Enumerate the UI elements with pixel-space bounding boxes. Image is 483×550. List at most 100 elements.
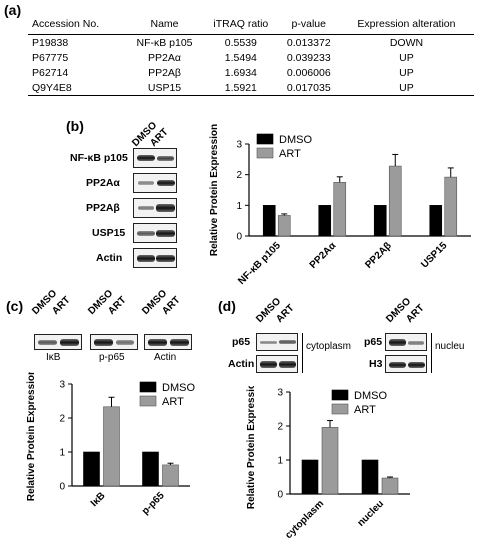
bar-dmso bbox=[429, 205, 443, 237]
bar-art bbox=[381, 477, 399, 495]
legend-swatch bbox=[331, 389, 349, 401]
y-axis-label: Relative Protein Expression bbox=[26, 372, 37, 501]
table-cell: PP2Aα bbox=[148, 51, 181, 64]
y-tick-label: 1 bbox=[236, 201, 242, 212]
bar-dmso bbox=[373, 205, 387, 237]
blot-label: Actin bbox=[154, 352, 177, 363]
y-tick-label: 3 bbox=[236, 140, 242, 151]
table-header: Name bbox=[125, 14, 204, 35]
panel-label-b: (b) bbox=[66, 118, 84, 134]
bar-art bbox=[162, 464, 179, 487]
bar-art bbox=[103, 406, 120, 487]
blot-label: NF-κB p105 bbox=[70, 152, 128, 164]
y-tick-label: 0 bbox=[277, 490, 283, 501]
table-cell: UP bbox=[338, 80, 474, 96]
table-row: P67775 PP2Aα 1.5494 0.039233 UP bbox=[28, 50, 474, 65]
bracket-line bbox=[431, 333, 432, 373]
bar-dmso bbox=[142, 451, 159, 487]
blot-label: nucleu bbox=[435, 341, 465, 352]
bar-dmso bbox=[361, 459, 379, 495]
panel-label-c: (c) bbox=[6, 298, 24, 314]
y-tick-label: 0 bbox=[236, 232, 242, 243]
legend-swatch bbox=[139, 381, 157, 393]
table-cell: P19838 bbox=[32, 36, 69, 49]
blot-strip bbox=[133, 198, 177, 218]
blot-strip bbox=[34, 334, 82, 350]
itraq-table: Accession No. Name iTRAQ ratio p-value E… bbox=[28, 14, 474, 96]
table-row: P19838 NF-κB p105 0.5539 0.013372 DOWN bbox=[28, 35, 474, 51]
y-tick-label: 0 bbox=[59, 482, 65, 493]
legend-label: ART bbox=[279, 148, 301, 160]
bar-chart-b: 0 1 2 3 Relative Protein Expression NF-κB p10… bbox=[209, 124, 471, 287]
blot-strip bbox=[144, 334, 192, 350]
blot-strip bbox=[256, 355, 298, 373]
y-tick-label: 2 bbox=[277, 422, 283, 433]
legend-swatch bbox=[256, 147, 274, 159]
blot-label: cytoplasm bbox=[306, 341, 352, 352]
bar-art bbox=[388, 165, 402, 237]
blot-label: p65 bbox=[364, 336, 383, 348]
table-cell: DOWN bbox=[389, 36, 424, 49]
table-cell: 0.017035 bbox=[278, 80, 339, 96]
table-cell: 0.039233 bbox=[286, 51, 331, 64]
blot-strip bbox=[385, 333, 427, 351]
x-tick-label: PP2Aβ bbox=[363, 240, 394, 271]
blot-strip bbox=[385, 355, 427, 373]
y-tick-label: 2 bbox=[236, 170, 242, 181]
blot-strip bbox=[133, 223, 177, 243]
blot-label: PP2Aβ bbox=[86, 202, 120, 214]
table-cell: 1.5921 bbox=[203, 80, 279, 96]
panel-label-a: (a) bbox=[4, 2, 22, 18]
table-header: iTRAQ ratio bbox=[203, 14, 279, 35]
legend-label: ART bbox=[354, 404, 376, 416]
y-tick-label: 3 bbox=[277, 388, 283, 399]
blot-label: USP15 bbox=[92, 227, 126, 239]
legend-label: DMSO bbox=[162, 382, 195, 394]
table-cell: 0.5539 bbox=[224, 36, 257, 49]
bar-dmso bbox=[301, 459, 319, 495]
legend-swatch bbox=[139, 395, 157, 407]
blot-label: PP2Aα bbox=[86, 177, 120, 189]
blot-label: H3 bbox=[369, 358, 383, 370]
bar-dmso bbox=[318, 205, 332, 237]
table-header: Accession No. bbox=[28, 14, 126, 35]
x-tick-label: PP2Aα bbox=[308, 240, 339, 271]
bar-chart-c: 0 1 2 3 Relative Protein Expression IκB p-p65 D… bbox=[26, 372, 195, 517]
table-cell: 1.6934 bbox=[224, 66, 257, 79]
bar-art bbox=[321, 427, 339, 495]
legend-label: DMSO bbox=[279, 134, 312, 146]
table-cell: UP bbox=[399, 66, 414, 79]
y-tick-label: 1 bbox=[277, 456, 283, 467]
y-axis-label: Relative Protein Expression bbox=[209, 124, 220, 256]
blot-strip bbox=[133, 173, 177, 193]
table-cell: 0.013372 bbox=[286, 36, 331, 49]
blot-strip bbox=[133, 248, 177, 268]
legend-label: ART bbox=[162, 396, 184, 408]
blot-label: Actin bbox=[96, 252, 123, 264]
table-cell: 0.006006 bbox=[286, 66, 331, 79]
table-cell: USP15 bbox=[125, 80, 204, 96]
table-cell: P67775 bbox=[32, 51, 69, 64]
bar-chart-d: 0 1 2 3 Relative Protein Expression cytoplasm… bbox=[246, 386, 410, 541]
x-tick-label: IκB bbox=[89, 490, 108, 509]
blot-label: p-p65 bbox=[99, 352, 125, 363]
bracket-line bbox=[302, 333, 303, 373]
table-header-row: Accession No. Name iTRAQ ratio p-value E… bbox=[28, 14, 474, 35]
x-tick-label: USP15 bbox=[419, 240, 449, 270]
y-tick-label: 3 bbox=[59, 380, 65, 391]
table-header: Expression alteration bbox=[338, 14, 474, 35]
table-row: Q9Y4E8 USP15 1.5921 0.017035 UP bbox=[28, 80, 474, 96]
blot-strip bbox=[133, 148, 177, 168]
x-tick-label: cytoplasm bbox=[283, 498, 326, 541]
blot-strip bbox=[90, 334, 138, 350]
blot-label: Actin bbox=[228, 358, 255, 370]
x-tick-label: p-p65 bbox=[140, 490, 167, 517]
panel-label-d: (d) bbox=[218, 298, 236, 314]
legend-swatch bbox=[331, 403, 349, 415]
table-cell: 1.5494 bbox=[224, 51, 257, 64]
bar-art bbox=[277, 215, 291, 237]
y-tick-label: 2 bbox=[59, 414, 65, 425]
table-cell: NF-κB p105 bbox=[136, 36, 193, 49]
y-tick-label: 1 bbox=[59, 448, 65, 459]
bar-art bbox=[444, 176, 458, 237]
